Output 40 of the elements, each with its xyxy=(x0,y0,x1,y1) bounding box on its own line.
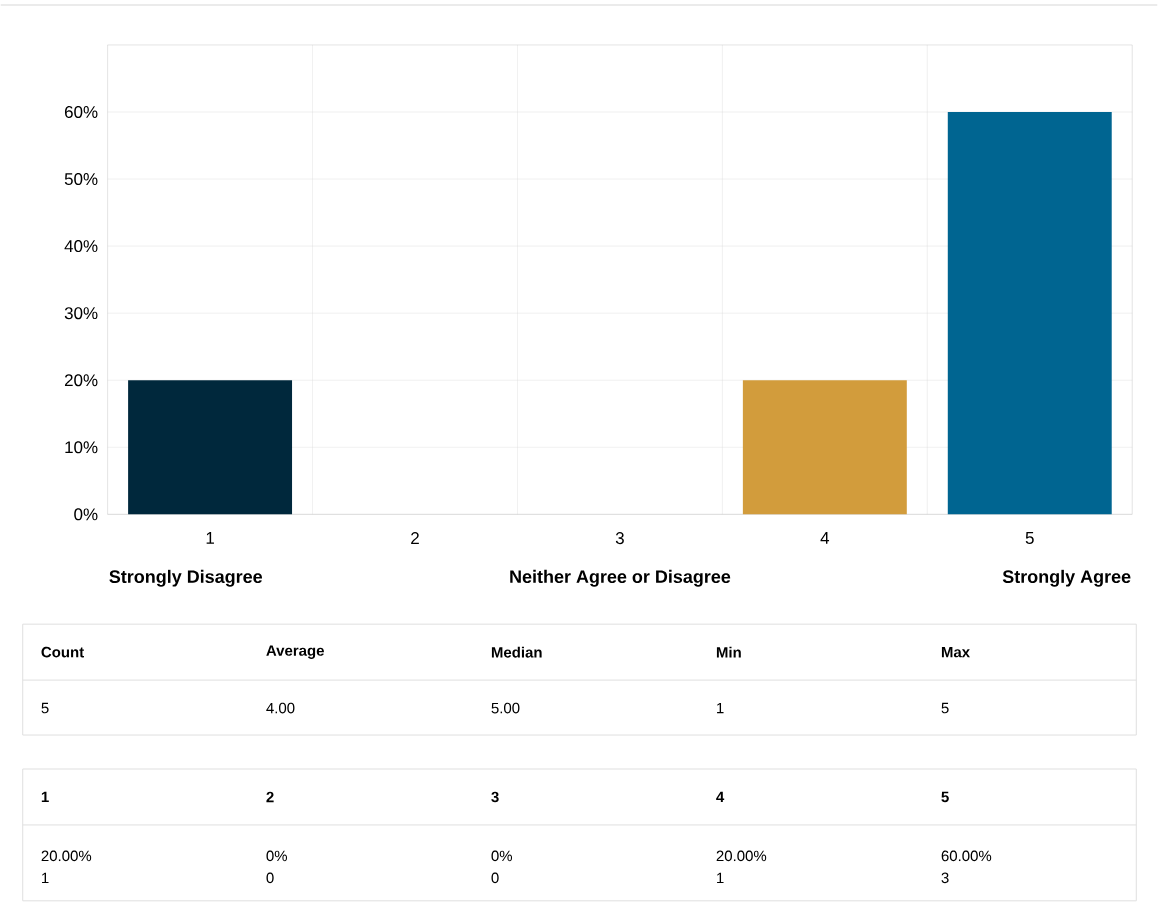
y-tick-label: 10% xyxy=(65,441,98,454)
text: 1 xyxy=(717,703,724,714)
text: 5 xyxy=(41,702,49,714)
x-tick-label: 1 xyxy=(206,532,214,544)
category-label: 4 xyxy=(716,791,725,803)
text: 1 xyxy=(717,872,724,884)
y-tick-label: 60% xyxy=(64,106,98,119)
y-tick-label: 50% xyxy=(64,173,98,186)
text: 0% xyxy=(491,850,513,862)
text: Min xyxy=(716,646,741,658)
text: 0 xyxy=(266,872,274,884)
x-tick-label: 5 xyxy=(1025,532,1034,545)
y-tick-label: 30% xyxy=(64,307,98,320)
text: 4.00 xyxy=(266,702,295,714)
y-tick-label: 0% xyxy=(74,508,98,521)
text: Count xyxy=(41,646,84,658)
x-tick-label: 2 xyxy=(411,532,419,545)
text: 60.00% xyxy=(941,850,992,862)
x-tick-label: 3 xyxy=(615,532,624,545)
text: Strongly Agree xyxy=(1002,569,1131,587)
x-tick-label: 4 xyxy=(820,532,830,544)
y-tick-label: 20% xyxy=(64,374,98,387)
text: 0% xyxy=(266,850,288,862)
text: Average xyxy=(266,645,324,659)
category-label: 1 xyxy=(41,791,49,803)
text: 20.00% xyxy=(716,850,767,862)
category-label: 2 xyxy=(266,791,274,803)
text: 5 xyxy=(941,702,949,714)
text: Median xyxy=(491,646,542,658)
text: Neither Agree or Disagree xyxy=(510,569,731,587)
y-tick-label: 40% xyxy=(64,240,98,253)
category-label: 3 xyxy=(491,791,499,803)
text: 3 xyxy=(941,872,949,884)
text: 20.00% xyxy=(41,850,92,862)
category-label: 5 xyxy=(941,791,949,803)
text: 5.00 xyxy=(491,702,520,714)
text: Max xyxy=(941,647,970,658)
text: 1 xyxy=(42,872,49,884)
text: 0 xyxy=(491,872,499,884)
text: Strongly Disagree xyxy=(109,569,263,587)
